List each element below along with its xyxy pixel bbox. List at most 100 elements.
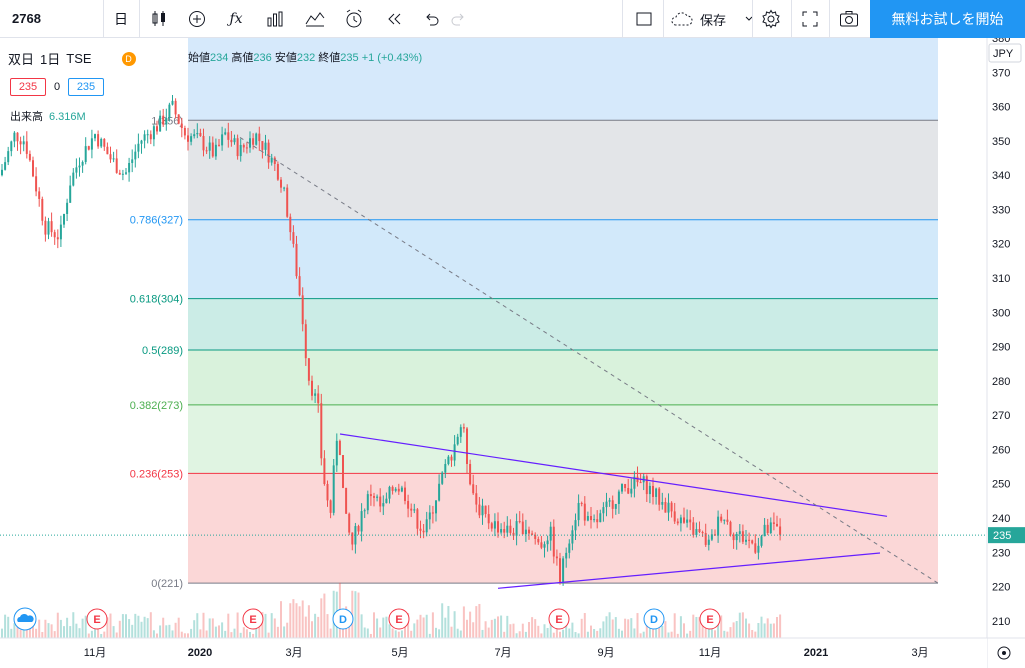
time-axis[interactable] [0, 638, 987, 668]
chevron-down-icon[interactable] [744, 14, 754, 24]
earnings-event-marker[interactable] [86, 608, 108, 630]
volume-bar [472, 622, 475, 638]
expand-icon[interactable] [797, 6, 823, 32]
compare-icon[interactable] [302, 6, 328, 32]
sell-price-box[interactable]: 235 [10, 78, 46, 96]
earnings-event-marker[interactable] [388, 608, 410, 630]
axis-settings-icon[interactable] [997, 646, 1011, 660]
candle-body [16, 132, 19, 142]
earnings-event-marker[interactable] [548, 608, 570, 630]
volume-bar [301, 600, 304, 638]
candle-body [772, 522, 775, 524]
function-icon[interactable]: ƒx [229, 11, 243, 27]
low-value: 232 [296, 52, 316, 64]
replay-icon[interactable] [381, 6, 407, 32]
candle-body [63, 213, 65, 225]
candle-body [208, 142, 211, 151]
candle-body [555, 556, 558, 559]
start-free-trial-button[interactable]: 無料お試しを開始 [870, 0, 1025, 38]
candle-body [267, 142, 270, 163]
volume-bar [7, 616, 10, 638]
candle-body [298, 276, 301, 296]
volume-bar [639, 633, 642, 638]
dividend-event-marker[interactable] [643, 608, 665, 630]
symbol-search[interactable]: 2768 [12, 11, 41, 26]
candle-body [776, 523, 778, 527]
currency-box[interactable] [988, 43, 1022, 63]
candle-body [695, 529, 698, 535]
add-indicator-icon[interactable] [184, 6, 210, 32]
candle-body [462, 427, 465, 429]
volume-bar [469, 611, 472, 638]
candle-body [723, 519, 726, 521]
volume-bar [577, 633, 580, 638]
candle-body [323, 458, 326, 484]
volume-bar [391, 628, 394, 638]
time-tick-label: 3月 [911, 647, 928, 659]
volume-bar [115, 632, 118, 638]
candle-body [509, 525, 512, 533]
camera-icon[interactable] [836, 6, 862, 32]
candle-body [441, 472, 444, 484]
volume-bar [63, 626, 65, 638]
dashed-trend-line[interactable] [239, 137, 939, 584]
lower-trend-line[interactable] [497, 552, 881, 589]
volume-bar [611, 619, 614, 638]
volume-bar [404, 622, 406, 638]
time-tick-label: 7月 [494, 647, 511, 659]
earnings-event-marker[interactable] [242, 608, 264, 630]
gear-icon[interactable] [758, 6, 784, 32]
interval-button[interactable]: 日 [114, 11, 128, 27]
volume-bar [159, 625, 162, 638]
volume-bar [131, 624, 134, 638]
price-axis[interactable] [987, 38, 1025, 668]
volume-bar [239, 632, 242, 638]
fullscreen-layout-icon[interactable] [631, 6, 657, 32]
dividend-event-marker[interactable] [332, 608, 354, 630]
candle-body [276, 163, 279, 180]
candle-body [531, 533, 534, 535]
volume-bar [59, 619, 62, 638]
bar-chart-icon[interactable] [262, 6, 288, 32]
volume-bar [689, 630, 692, 638]
candle-body [614, 503, 617, 509]
volume-bar [267, 632, 270, 638]
candle-body [97, 134, 100, 147]
undo-icon[interactable] [418, 6, 444, 32]
candle-type-icon[interactable] [146, 6, 172, 32]
buy-price-box[interactable]: 235 [68, 78, 104, 96]
upper-trend-line[interactable] [339, 433, 888, 517]
candle-body [469, 463, 472, 485]
save-button[interactable]: 保存 [670, 6, 754, 32]
volume-bar [459, 630, 462, 638]
candle-body [100, 138, 103, 147]
volume-bar [162, 617, 165, 638]
change-value: +1 (+0.43%) [361, 52, 423, 64]
redo-icon[interactable] [446, 6, 472, 32]
volume-bar [183, 633, 186, 638]
candle-body [363, 510, 366, 512]
price-chart[interactable]: 1(356)0.786(327)0.618(304)0.5(289)0.382(… [0, 38, 1025, 668]
volume-bar [617, 628, 620, 638]
price-tick-label: 330 [992, 204, 1010, 216]
volume-bar [627, 619, 630, 638]
volume-bar [481, 629, 484, 638]
volume-bar [416, 619, 419, 638]
earnings-event-marker[interactable] [699, 608, 721, 630]
data-delay-badge: D [121, 51, 136, 66]
volume-bar [38, 619, 41, 638]
price-tick-label: 260 [992, 444, 1010, 456]
volume-bar [261, 612, 264, 638]
alarm-icon[interactable] [341, 6, 367, 32]
candle-body [617, 491, 620, 504]
volume-bar [230, 632, 233, 638]
volume-bar [614, 617, 617, 638]
candle-body [125, 172, 127, 174]
volume-bar [174, 622, 177, 638]
volume-bar [165, 625, 168, 638]
volume-bar [732, 622, 735, 638]
volume-bar [373, 612, 375, 638]
candle-body [379, 496, 382, 507]
volume-bar [19, 629, 22, 638]
candle-body [261, 141, 264, 150]
